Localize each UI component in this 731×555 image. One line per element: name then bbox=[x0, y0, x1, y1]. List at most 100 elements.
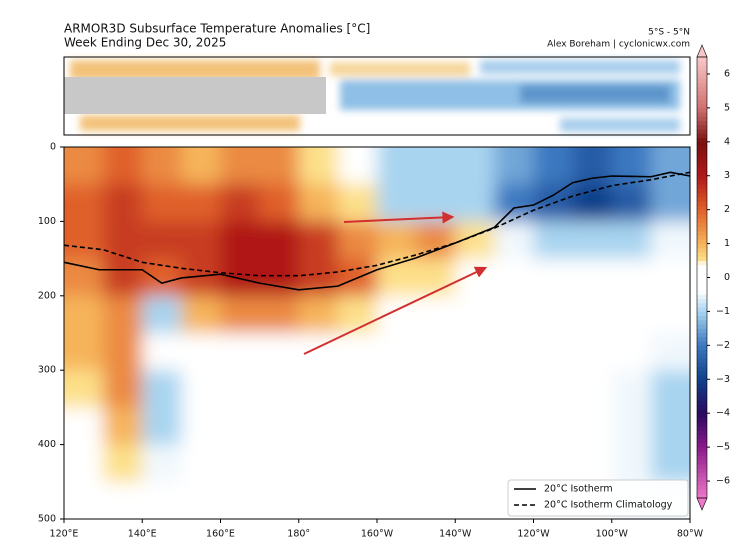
colorbar-step bbox=[697, 345, 707, 350]
colorbar-step bbox=[697, 370, 707, 376]
field-cell bbox=[611, 184, 652, 222]
field-cell bbox=[259, 333, 300, 371]
field-cell bbox=[650, 184, 690, 222]
field-cell bbox=[494, 370, 534, 408]
colorbar-step bbox=[697, 404, 707, 410]
field-cell bbox=[259, 147, 300, 185]
isotherm-line bbox=[63, 171, 691, 277]
field-cell bbox=[181, 295, 221, 334]
field-cell bbox=[337, 481, 378, 519]
colorbar-tick-label: 6 bbox=[724, 68, 730, 79]
colorbar-step bbox=[697, 235, 707, 240]
colorbar-step bbox=[697, 468, 707, 473]
field-cell bbox=[220, 258, 261, 297]
colorbar-step bbox=[697, 120, 707, 126]
colorbar-step bbox=[697, 341, 707, 346]
field-cell bbox=[142, 295, 182, 334]
field-cell bbox=[142, 147, 182, 185]
colorbar-step bbox=[697, 90, 707, 96]
field-cell bbox=[377, 333, 417, 371]
field-cell bbox=[220, 370, 261, 408]
field-cell bbox=[181, 184, 221, 222]
colorbar-step bbox=[697, 137, 707, 143]
field-cell bbox=[533, 444, 574, 483]
isotherm-line bbox=[63, 171, 691, 291]
colorbar-step bbox=[697, 124, 707, 130]
field-cell bbox=[298, 184, 339, 222]
field-cell bbox=[103, 258, 143, 297]
colorbar-step bbox=[697, 391, 707, 397]
field-cell bbox=[611, 333, 652, 371]
colorbar-step bbox=[697, 184, 707, 189]
chart-subtitle: Week Ending Dec 30, 2025 bbox=[64, 36, 226, 50]
colorbar-step bbox=[697, 129, 707, 134]
field-cell bbox=[572, 184, 613, 222]
field-cell bbox=[337, 147, 378, 185]
colorbar-step bbox=[697, 281, 707, 287]
field-cell bbox=[416, 444, 456, 483]
field-cell bbox=[64, 333, 104, 371]
field-cell bbox=[181, 407, 221, 446]
colorbar-step bbox=[697, 442, 707, 448]
field-cell bbox=[416, 481, 456, 519]
field-cell bbox=[298, 221, 339, 260]
region-label: 5°S - 5°N bbox=[648, 28, 690, 38]
field-cell bbox=[494, 295, 534, 334]
colorbar-step bbox=[697, 209, 707, 215]
colorbar-step bbox=[697, 302, 707, 308]
annotation-arrow bbox=[303, 266, 488, 355]
colorbar-step bbox=[697, 243, 707, 249]
colorbar-step bbox=[697, 311, 707, 317]
field-cell bbox=[416, 407, 456, 446]
field-cell bbox=[259, 184, 300, 222]
field-cell bbox=[181, 444, 221, 483]
field-cell bbox=[337, 407, 378, 446]
field-cell bbox=[259, 221, 300, 260]
field-cell bbox=[455, 407, 495, 446]
colorbar-step bbox=[697, 201, 707, 206]
legend-label: 20°C Isotherm Climatology bbox=[544, 500, 673, 511]
colorbar-step bbox=[697, 375, 707, 380]
colorbar-tick-label: −1 bbox=[716, 306, 730, 317]
colorbar-step bbox=[697, 447, 707, 452]
x-tick-label: 100°W bbox=[596, 529, 629, 540]
colorbar-step bbox=[697, 256, 707, 261]
colorbar-step bbox=[697, 425, 707, 431]
colorbar-step bbox=[697, 222, 707, 228]
field-cell bbox=[377, 147, 417, 185]
colorbar-step bbox=[697, 167, 707, 172]
y-tick-label: 500 bbox=[38, 514, 56, 525]
field-cell bbox=[572, 407, 613, 446]
colorbar-step bbox=[697, 150, 707, 155]
field-cell bbox=[142, 258, 182, 297]
field-cell bbox=[259, 444, 300, 483]
field-cell bbox=[455, 147, 495, 185]
field-cell bbox=[533, 295, 574, 334]
colorbar-step bbox=[697, 112, 707, 117]
map-strip bbox=[63, 56, 691, 136]
field-cell bbox=[455, 444, 495, 483]
field-cell bbox=[337, 295, 378, 334]
colorbar-step bbox=[697, 99, 707, 105]
field-cell bbox=[611, 221, 652, 260]
field-cell bbox=[220, 184, 261, 222]
field-cell bbox=[103, 333, 143, 371]
field-cell bbox=[533, 370, 574, 408]
field-cell bbox=[337, 333, 378, 371]
field-cell bbox=[220, 407, 261, 446]
field-cell bbox=[64, 184, 104, 222]
colorbar-step bbox=[697, 285, 707, 291]
field-cell bbox=[64, 295, 104, 334]
colorbar-step bbox=[697, 294, 707, 300]
anomaly-field bbox=[64, 147, 690, 519]
field-cell bbox=[533, 333, 574, 371]
field-cell bbox=[337, 370, 378, 408]
colorbar-step bbox=[697, 383, 707, 389]
colorbar-step bbox=[697, 434, 707, 440]
colorbar-step bbox=[697, 481, 707, 486]
colorbar-step bbox=[697, 387, 707, 393]
colorbar-step bbox=[697, 438, 707, 444]
field-cell bbox=[455, 481, 495, 519]
field-cell bbox=[64, 444, 104, 483]
field-cell bbox=[103, 295, 143, 334]
